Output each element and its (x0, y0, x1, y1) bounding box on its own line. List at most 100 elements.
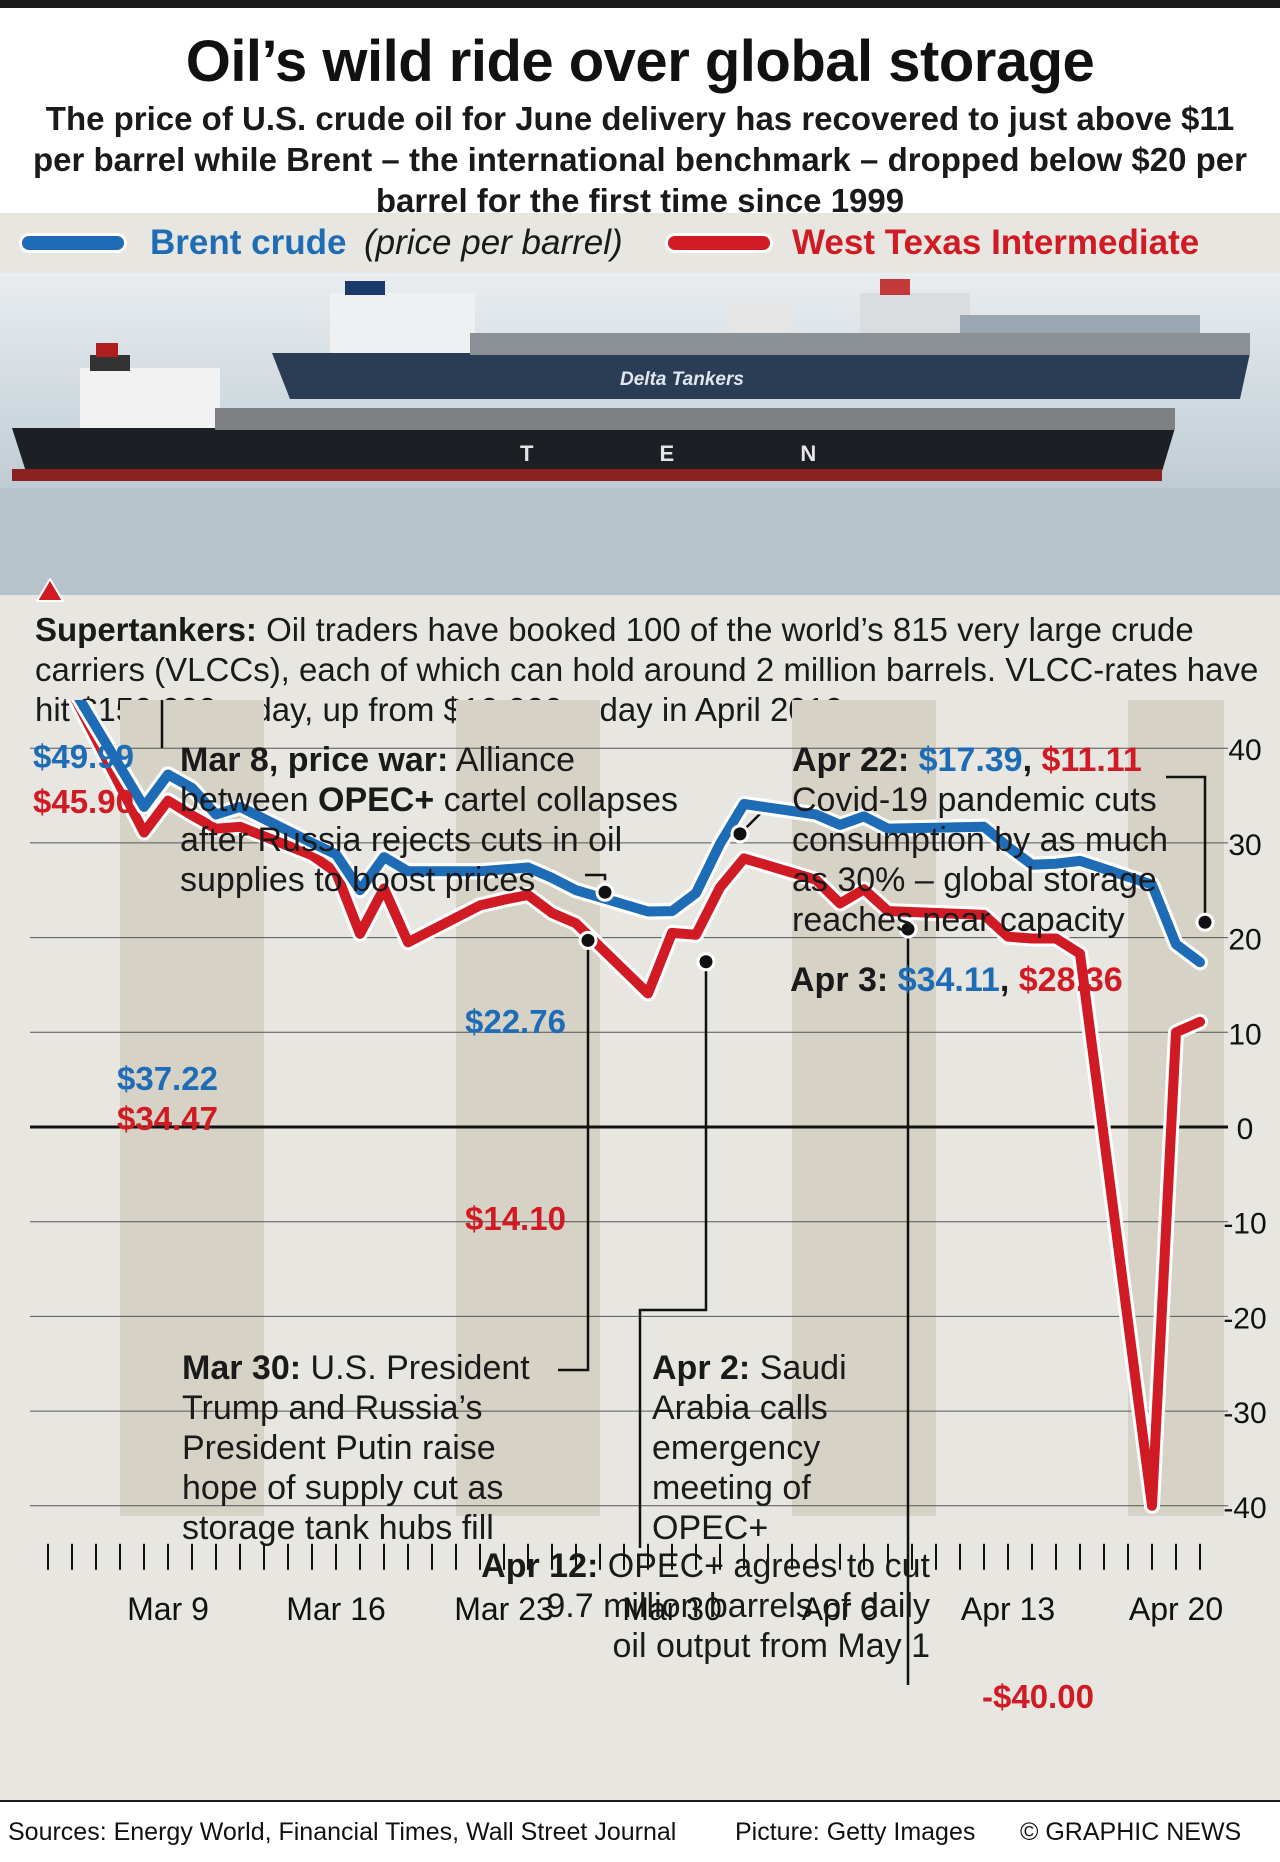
leader-low-brent (585, 873, 607, 881)
annotation-apr22-lead: Apr 22: (792, 741, 910, 779)
annotation-apr22-line1: Covid-19 pandemic cuts (792, 781, 1157, 819)
annotation-mar8-line4: supplies to boost prices (180, 861, 536, 899)
legend-swatch-wti (668, 236, 770, 250)
annotation-apr3: Apr 3: $34.11, $28.36 (790, 960, 1123, 1000)
label-low-wti: $14.10 (465, 1200, 566, 1237)
annotation-apr22-comma: , (1022, 741, 1042, 779)
dot-apr2 (696, 952, 716, 972)
series-lines (45, 700, 1208, 1514)
legend-note: (price per barrel) (364, 223, 623, 262)
label-start-brent: $49.99 (33, 738, 134, 775)
page-subtitle: The price of U.S. crude oil for June del… (33, 100, 1247, 219)
dot-apr22 (1195, 912, 1215, 932)
photo-illustration: Delta Tankers T E N (0, 273, 1280, 595)
annotation-dots (578, 824, 1215, 972)
annotation-apr22-line2: consumption by as much (792, 821, 1169, 859)
annotation-apr2-line3: emergency (652, 1429, 821, 1467)
label-mar9-wti: $34.47 (117, 1100, 218, 1137)
dot-apr12 (898, 919, 918, 939)
annotation-mar8-line3: after Russia rejects cuts in oil (180, 821, 623, 859)
annotation-mar8-line2c: cartel collapses (434, 781, 678, 819)
week-bands (120, 700, 1224, 1516)
annotation-apr2-line1: Saudi (759, 1349, 847, 1387)
annotation-apr12-line1: OPEC+ agrees to cut (607, 1547, 930, 1585)
supertankers-photo: Delta Tankers T E N (0, 273, 1280, 595)
leader-apr22 (1166, 775, 1207, 923)
label-min-wti: -$40.00 (982, 1678, 1094, 1715)
annotation-apr22-wti: $11.11 (1041, 741, 1142, 779)
header: Oil’s wild ride over global storage The … (0, 8, 1280, 219)
annotation-apr3-comma: , (999, 961, 1019, 999)
annotation-apr2-line2: Arabia calls (652, 1389, 828, 1427)
annotation-apr2-lead: Apr 2: (652, 1349, 751, 1387)
annotation-apr2-line5: OPEC+ (652, 1509, 769, 1547)
x-tick-label: Apr 6 (802, 1591, 878, 1627)
photo-marker-triangle (36, 578, 64, 602)
annotation-apr12-lead: Apr 12: (481, 1547, 599, 1585)
x-tick-label: Mar 23 (454, 1591, 554, 1627)
annotation-apr12: Apr 12: OPEC+ agrees to cut 9.7 million … (440, 1546, 930, 1666)
dot-apr3 (730, 824, 750, 844)
y-tick-label: 30 (1228, 829, 1261, 862)
annotation-apr12-line3: oil output from May 1 (612, 1627, 930, 1665)
annotation-apr3-wti: $28.36 (1018, 961, 1123, 999)
footer-sources: Sources: Energy World, Financial Times, … (8, 1818, 677, 1846)
annotation-apr3-brent: $34.11 (897, 961, 1000, 999)
y-tick-label: 40 (1228, 734, 1261, 767)
ship-ten: T E N (12, 343, 1175, 481)
series-line-brent-top (74, 700, 1205, 968)
top-rule (0, 0, 1280, 8)
annotation-mar8: Mar 8, price war: Alliance between OPEC+… (180, 740, 678, 900)
dot-low-brent (595, 882, 615, 902)
ship-name-ten: T E N (520, 441, 876, 466)
annotation-mar30-line1: U.S. President (310, 1349, 530, 1387)
annotation-mar8-lead: Mar 8, price war: (180, 741, 449, 779)
annotation-mar8-line1: Alliance (455, 741, 575, 779)
footer: Sources: Energy World, Financial Times, … (0, 1800, 1280, 1862)
footer-picture-credit: Picture: Getty Images (735, 1818, 976, 1846)
annotation-mar30-line2: Trump and Russia’s (182, 1389, 483, 1427)
x-tick-label: Apr 20 (1129, 1591, 1223, 1627)
y-tick-label: -20 (1223, 1302, 1266, 1335)
y-tick-label: -10 (1223, 1208, 1266, 1241)
label-start-wti: $45.90 (33, 783, 134, 820)
annotation-mar8-line2a: between (180, 781, 318, 819)
y-tick-label: -40 (1223, 1492, 1266, 1525)
supertankers-lead: Supertankers: (35, 611, 257, 648)
annotation-mar30-line5: storage tank hubs fill (182, 1509, 494, 1547)
leader-mar30 (558, 940, 590, 1372)
leader-apr2 (638, 961, 708, 1548)
annotation-apr3-lead: Apr 3: (790, 961, 889, 999)
y-tick-label: 0 (1237, 1113, 1254, 1146)
supertankers-note: Supertankers: Oil traders have booked 10… (35, 610, 1265, 730)
leader-mar8 (160, 700, 164, 748)
annotation-apr22: Apr 22: $17.39, $11.11 Covid-19 pandemic… (792, 740, 1168, 940)
annotation-apr22-line4: reaches near capacity (792, 901, 1125, 939)
footer-publisher: © GRAPHIC NEWS (1020, 1818, 1242, 1846)
series-line-wti (70, 700, 1205, 1511)
y-tick-label: -30 (1223, 1397, 1266, 1430)
annotation-leaders (160, 700, 1207, 1685)
annotation-mar30: Mar 30: U.S. President Trump and Russia’… (182, 1348, 530, 1548)
x-tick-label: Mar 16 (286, 1591, 386, 1627)
label-low-brent: $22.76 (465, 1003, 566, 1040)
ship-delta-tankers: Delta Tankers (272, 281, 1250, 399)
annotation-mar8-line2b: OPEC+ (318, 781, 435, 819)
annotation-apr22-brent: $17.39 (918, 741, 1023, 779)
annotation-apr2: Apr 2: Saudi Arabia calls emergency meet… (652, 1348, 847, 1548)
annotation-mar30-line3: President Putin raise (182, 1429, 496, 1467)
legend-label-wti: West Texas Intermediate (792, 223, 1200, 262)
legend-label-brent: Brent crude (150, 223, 347, 262)
supertankers-text: Oil traders have booked 100 of the world… (35, 611, 1259, 728)
legend-swatch-brent (22, 236, 124, 250)
x-tick-label: Mar 9 (127, 1591, 209, 1627)
annotation-mar30-lead: Mar 30: (182, 1349, 302, 1387)
page-title: Oil’s wild ride over global storage (185, 29, 1095, 94)
annotation-apr12-line2: 9.7 million barrels of daily (546, 1587, 930, 1625)
y-tick-label: 10 (1228, 1018, 1261, 1051)
ship-name-delta: Delta Tankers (620, 369, 744, 390)
annotation-mar30-line4: hope of supply cut as (182, 1469, 504, 1507)
